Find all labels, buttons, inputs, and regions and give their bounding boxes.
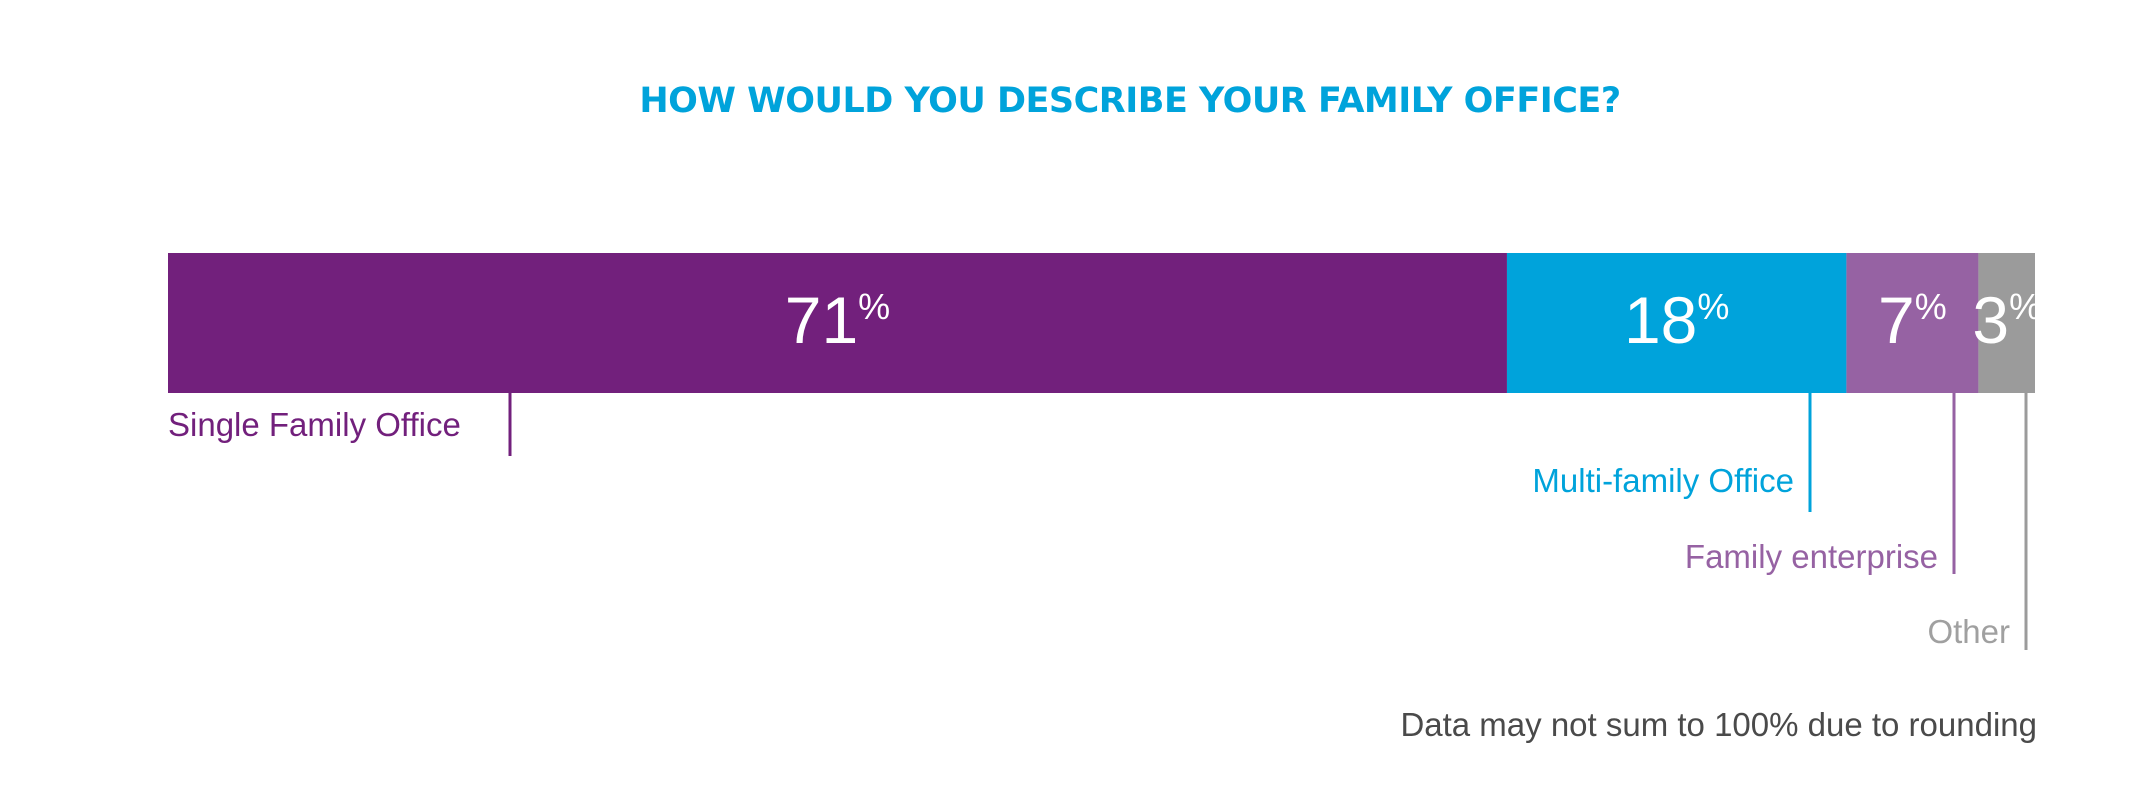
category-labels-group: Single Family Office Multi-family Office F… [168,393,2028,650]
category-label-multi-family-office: Multi-family Office [1532,462,1794,499]
value-label-family-enterprise: 7% [1878,283,1947,357]
value-label-other: 3% [1972,283,2041,357]
category-label-single-family-office: Single Family Office [168,406,461,443]
chart-note: Data may not sum to 100% due to rounding [1400,706,2037,743]
bars-group [168,253,2035,393]
value-label-multi-family-office: 18% [1624,283,1729,357]
value-labels-group: 71% 18% 7% 3% [785,283,2041,357]
bar-segment-family-enterprise [1846,253,1979,393]
chart-title: HOW WOULD YOU DESCRIBE YOUR FAMILY OFFIC… [639,81,1620,121]
bar-segment-single-family-office [168,253,1507,393]
bar-segment-other [1978,253,2035,393]
category-label-family-enterprise: Family enterprise [1685,538,1938,575]
category-label-other: Other [1927,613,2010,650]
value-label-single-family-office: 71% [785,283,890,357]
bar-segment-multi-family-office [1506,253,1847,393]
